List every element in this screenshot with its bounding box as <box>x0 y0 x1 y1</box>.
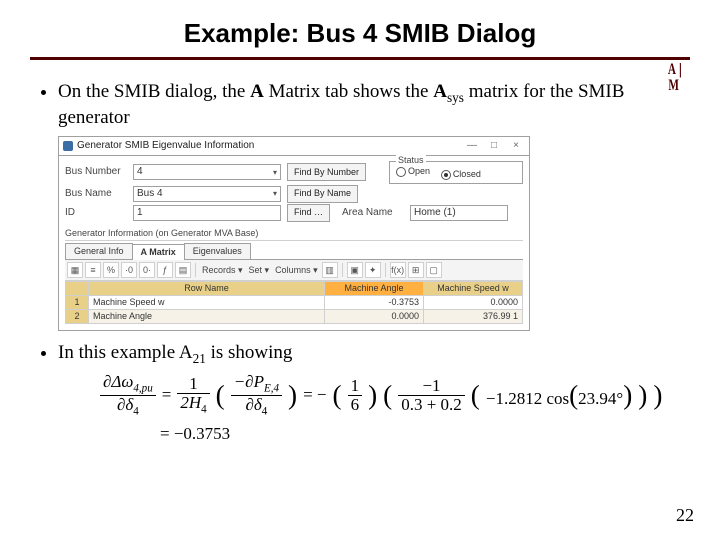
bullet-2: In this example A21 is showing <box>58 341 690 367</box>
status-group: Status Open Closed <box>389 161 523 183</box>
app-icon <box>63 141 73 151</box>
find-by-number-button[interactable]: Find By Number <box>287 163 366 181</box>
tb-icon-6[interactable]: ƒ <box>157 262 173 278</box>
a-matrix-grid[interactable]: Row Name Machine Angle Machine Speed w 1… <box>65 281 523 323</box>
dialog-title: Generator SMIB Eigenvalue Information <box>77 140 459 152</box>
maximize-button[interactable]: □ <box>485 140 503 152</box>
col-machine-angle[interactable]: Machine Angle <box>325 282 424 296</box>
grid-row-2[interactable]: 2 Machine Angle 0.0000 376.99 1 <box>66 309 523 323</box>
tb-records[interactable]: Records ▾ <box>200 265 245 276</box>
status-closed-radio[interactable]: Closed <box>441 169 481 180</box>
id-label: ID <box>65 207 127 219</box>
bus-name-label: Bus Name <box>65 188 127 200</box>
area-name-field[interactable]: Home (1) <box>410 205 508 221</box>
col-machine-speed[interactable]: Machine Speed w <box>424 282 523 296</box>
tb-icon-4[interactable]: ·0 <box>121 262 137 278</box>
tb-icon-5[interactable]: 0· <box>139 262 155 278</box>
status-open-radio[interactable]: Open <box>396 166 430 177</box>
tb-icon-10[interactable]: ✦ <box>365 262 381 278</box>
bullet-1: On the SMIB dialog, the A Matrix tab sho… <box>58 80 690 130</box>
tab-a-matrix[interactable]: A Matrix <box>132 244 185 260</box>
tb-icon-12[interactable]: ⊞ <box>408 262 424 278</box>
col-row-name[interactable]: Row Name <box>89 282 325 296</box>
tb-icon-2[interactable]: ≡ <box>85 262 101 278</box>
smib-dialog: Generator SMIB Eigenvalue Information — … <box>58 136 530 330</box>
id-field[interactable]: 1 <box>133 205 281 221</box>
tb-icon-9[interactable]: ▣ <box>347 262 363 278</box>
tb-icon-7[interactable]: ▤ <box>175 262 191 278</box>
tab-general-info[interactable]: General Info <box>65 243 133 259</box>
grid-row-1[interactable]: 1 Machine Speed w -0.3753 0.0000 <box>66 295 523 309</box>
minimize-button[interactable]: — <box>463 140 481 152</box>
tb-icon-11[interactable]: f(x) <box>390 262 406 278</box>
title-rule <box>30 57 690 60</box>
area-name-label: Area Name <box>342 207 404 219</box>
tamu-logo: A|M <box>666 62 698 90</box>
slide-title: Example: Bus 4 SMIB Dialog <box>30 18 690 49</box>
find-by-name-button[interactable]: Find By Name <box>287 185 358 203</box>
tb-icon-3[interactable]: % <box>103 262 119 278</box>
tb-icon-8[interactable]: ▥ <box>322 262 338 278</box>
gen-info-label: Generator Information (on Generator MVA … <box>65 228 523 242</box>
tb-columns[interactable]: Columns ▾ <box>273 265 320 276</box>
dialog-titlebar: Generator SMIB Eigenvalue Information — … <box>59 137 529 156</box>
bus-name-combo[interactable]: Bus 4▾ <box>133 186 281 202</box>
bus-number-label: Bus Number <box>65 166 127 178</box>
bus-number-combo[interactable]: 4▾ <box>133 164 281 180</box>
col-rownum[interactable] <box>66 282 89 296</box>
grid-toolbar: ▦ ≡ % ·0 0· ƒ ▤ Records ▾ Set ▾ Columns … <box>65 260 523 281</box>
page-number: 22 <box>676 505 694 526</box>
close-button[interactable]: × <box>507 140 525 152</box>
find-button[interactable]: Find … <box>287 204 330 222</box>
tb-icon-13[interactable]: ▢ <box>426 262 442 278</box>
tb-set[interactable]: Set ▾ <box>247 265 272 276</box>
tab-strip: General Info A Matrix Eigenvalues <box>65 243 523 260</box>
tab-eigenvalues[interactable]: Eigenvalues <box>184 243 251 259</box>
equation: ∂Δω4,pu ∂δ4 = 1 2H4 ( −∂PE,4 ∂δ4 ) = − (… <box>100 373 690 444</box>
tb-icon-1[interactable]: ▦ <box>67 262 83 278</box>
